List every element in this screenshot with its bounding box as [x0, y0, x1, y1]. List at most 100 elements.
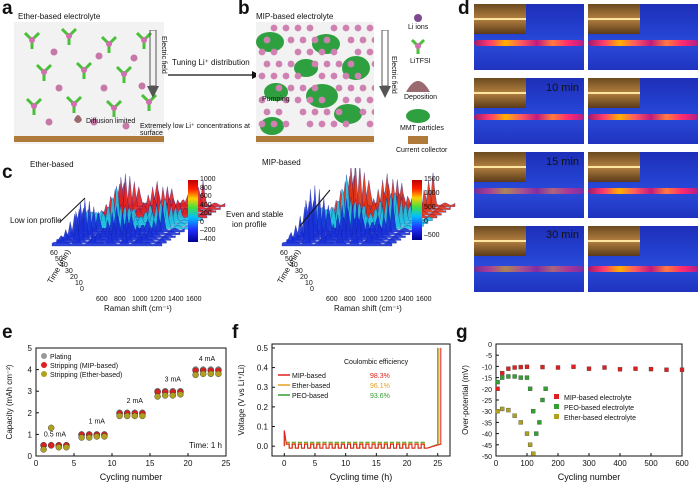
- li-ion: [354, 24, 362, 32]
- raman-x-tick-left: 800: [114, 296, 126, 303]
- legend-li-ions: Li ions: [408, 24, 429, 31]
- raman-y-tick-right: 60: [280, 250, 288, 257]
- chart-g: 0 100 200 300 400 500 600 0 -5 -10 -15 -20 -25 -30 -35…: [461, 342, 689, 482]
- x-tick-label: 300: [582, 459, 596, 468]
- y-tick-label: -20: [482, 387, 492, 394]
- lithium-deposit-strip: [588, 188, 698, 194]
- colorbar-tick-left: –200: [200, 227, 216, 234]
- raman-x-tick-right: 1600: [416, 296, 432, 303]
- data-point: [617, 367, 623, 372]
- data-point: [55, 444, 62, 451]
- li-ion: [306, 24, 314, 32]
- legend-marker: [554, 404, 559, 409]
- data-point: [495, 409, 500, 414]
- raman-x-tick-right: 1200: [380, 296, 396, 303]
- colorbar-tick-right: 1000: [424, 190, 440, 197]
- current-label: 3 mA: [165, 376, 182, 383]
- li-ion: [294, 72, 302, 80]
- li-ion: [130, 54, 138, 62]
- li-ion: [299, 84, 307, 92]
- li-ion: [342, 120, 350, 128]
- coulombic-efficiency: 96.1%: [370, 383, 390, 390]
- x-tick-label: 15: [372, 459, 381, 468]
- optical-image: [474, 78, 584, 144]
- data-point: [518, 364, 523, 370]
- li-ion: [275, 84, 283, 92]
- y-tick-label: 3: [28, 387, 33, 396]
- voltage-trace: [283, 347, 440, 449]
- electric-field-label-a: Electric field: [160, 36, 167, 74]
- data-point: [586, 366, 592, 371]
- li-ion: [347, 60, 355, 68]
- data-point: [531, 409, 536, 414]
- raman-3d-plots: [51, 168, 456, 247]
- raman-xlabel-left: Raman shift (cm⁻¹): [104, 304, 172, 313]
- li-ion: [287, 60, 295, 68]
- optical-inset: [474, 78, 526, 108]
- colorbar-tick-left: 800: [200, 184, 212, 192]
- optical-image: [588, 78, 698, 144]
- li-ion: [354, 48, 362, 56]
- coulombic-efficiency: 93.6%: [370, 393, 390, 400]
- raman-y-tick-left: 0: [80, 286, 84, 293]
- electric-field-arrow-b: [379, 30, 391, 98]
- data-point: [500, 375, 505, 380]
- plot-frame: [35, 347, 227, 457]
- y-tick-label: -50: [482, 454, 492, 461]
- data-point: [169, 392, 177, 399]
- panel-b-ion-cluster: [258, 24, 374, 128]
- data-point: [648, 366, 654, 372]
- y-tick-label: 0.1: [257, 423, 269, 432]
- data-point: [495, 379, 500, 385]
- li-ion: [318, 96, 326, 104]
- li-ion: [323, 60, 331, 68]
- x-tick-label: 5: [313, 459, 318, 468]
- raman-y-tick-right: 10: [305, 280, 313, 287]
- inset-line: [588, 92, 640, 94]
- li-ion: [100, 84, 108, 92]
- y-axis-label: Voltage (V vs Li⁺/Li): [237, 364, 246, 435]
- data-point: [543, 386, 548, 391]
- li-ion: [354, 96, 362, 104]
- li-ion: [45, 118, 53, 126]
- x-tick-label: 25: [433, 459, 442, 468]
- raman-x-tick-right: 600: [326, 296, 338, 303]
- raman-x-tick-right: 800: [344, 296, 356, 303]
- litfsi-molecule: [23, 31, 41, 49]
- data-point: [177, 391, 184, 398]
- li-ion: [95, 52, 103, 60]
- legend-label: MIP-based: [292, 373, 326, 380]
- y-tick-label: 0.4: [257, 364, 269, 373]
- litfsi-icon: [410, 38, 426, 54]
- li-ion: [359, 108, 367, 116]
- legend-current-collector: Current collector: [396, 147, 448, 154]
- li-ion: [311, 84, 319, 92]
- panel-label-c: c: [2, 162, 13, 183]
- optical-inset: [588, 4, 640, 34]
- li-ion: [366, 96, 374, 104]
- li-ion: [287, 84, 295, 92]
- panel-label-f: f: [232, 322, 239, 343]
- legend-label: Stripping (Ether-based): [50, 372, 122, 379]
- panel-b-schematic: [256, 22, 374, 144]
- data-point: [40, 446, 47, 453]
- raman-x-tick-left: 1600: [186, 296, 202, 303]
- li-ion: [282, 96, 290, 104]
- li-ion: [366, 24, 374, 32]
- colorbar-tick-right: 0: [424, 218, 428, 225]
- data-point: [524, 431, 530, 436]
- panel-c-left-title: Ether-based: [30, 160, 74, 169]
- x-axis-label: Cycling number: [558, 472, 621, 482]
- panel-a-ion-cluster: [23, 27, 158, 130]
- data-point: [518, 420, 523, 425]
- data-point: [199, 370, 207, 378]
- li-ion: [282, 120, 290, 128]
- y-tick-label: 0: [488, 342, 492, 349]
- x-axis-label: Cycling time (h): [330, 472, 393, 482]
- mmt-legend-icon: [406, 109, 430, 123]
- chart-e: 0 5 10 15 20 25 0 1 2 3 4 5 Cycling number Capacity (…: [5, 344, 231, 482]
- data-point: [518, 375, 523, 380]
- optical-image: [588, 4, 698, 70]
- raman-y-tick-left: 20: [70, 274, 78, 281]
- li-ion: [294, 48, 302, 56]
